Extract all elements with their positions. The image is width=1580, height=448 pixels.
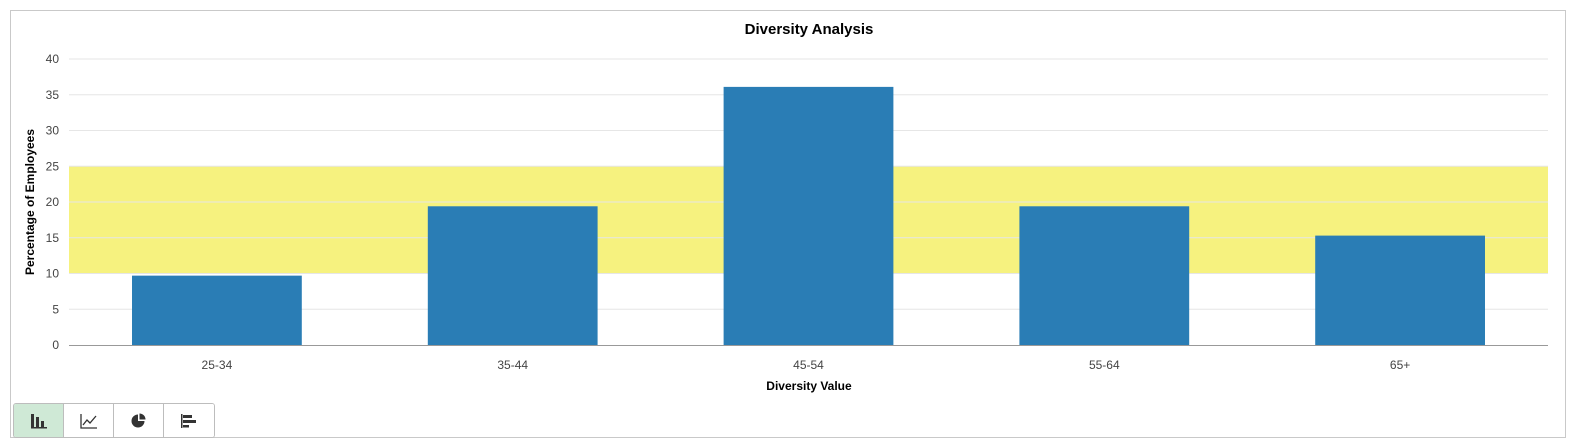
y-axis-title: Percentage of Employees: [23, 129, 37, 275]
y-tick-label: 10: [46, 267, 60, 281]
bar: [132, 275, 302, 345]
bar: [1315, 235, 1485, 345]
x-tick-label: 25-34: [202, 358, 233, 372]
y-tick-label: 30: [46, 124, 60, 138]
x-tick-label: 55-64: [1089, 358, 1120, 372]
y-tick-label: 15: [46, 231, 60, 245]
chart-title: Diversity Analysis: [745, 21, 874, 38]
line-chart-icon: [79, 413, 97, 429]
chart-type-toolbar: [13, 403, 215, 438]
pie-chart-button[interactable]: [114, 404, 164, 437]
y-tick-label: 25: [46, 159, 60, 173]
horizontal-bar-chart-button[interactable]: [164, 404, 214, 437]
x-tick-label: 65+: [1390, 358, 1410, 372]
line-chart-button[interactable]: [64, 404, 114, 437]
y-tick-label: 20: [46, 195, 60, 209]
y-tick-label: 35: [46, 88, 60, 102]
horizontal-bar-chart-icon: [181, 413, 196, 428]
bar: [1019, 206, 1190, 345]
y-tick-label: 40: [46, 52, 60, 66]
x-axis-title: Diversity Value: [766, 379, 852, 393]
bar: [723, 86, 894, 345]
pie-chart-icon: [131, 413, 145, 427]
y-tick-label: 0: [52, 338, 59, 352]
bar: [427, 206, 598, 345]
bar-chart-icon: [30, 413, 47, 428]
x-tick-label: 45-54: [793, 358, 824, 372]
bar-chart-button[interactable]: [14, 404, 64, 437]
y-tick-label: 5: [52, 302, 59, 316]
x-tick-label: 35-44: [497, 358, 528, 372]
